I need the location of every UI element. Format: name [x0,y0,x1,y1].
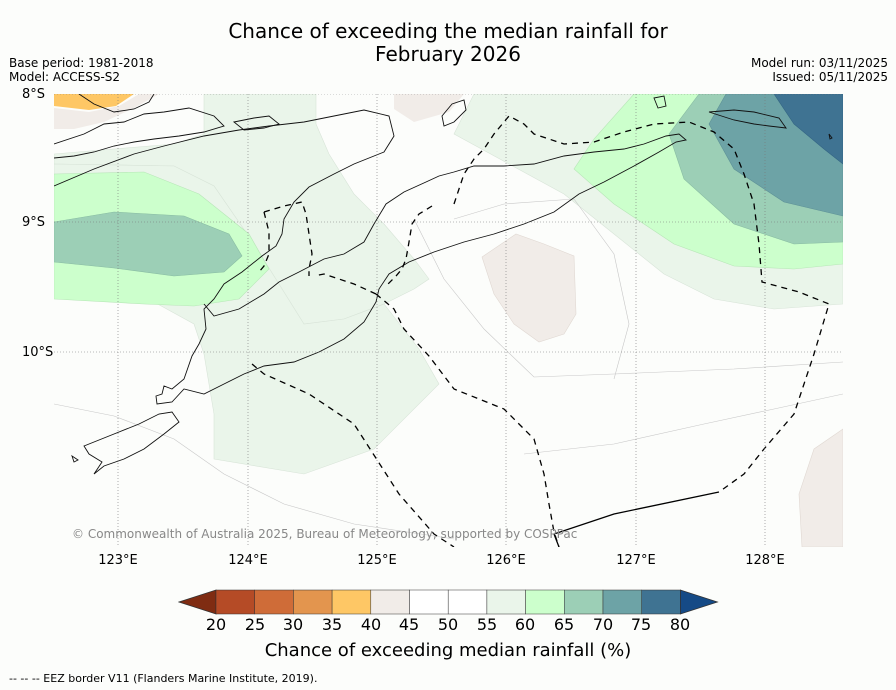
lat-label-8s: 8°S [22,87,46,102]
colorbar-tick: 35 [321,615,343,634]
lon-label-125e: 125°E [357,553,397,568]
eez-border [313,273,377,295]
colorbar [178,589,719,615]
zone-40-45 [54,94,159,129]
colorbar-arrow-low [178,589,217,615]
colorbar-segment [641,589,681,615]
colorbar-segment [254,589,294,615]
colorbar-tick: 40 [360,615,382,634]
zone-35-40 [54,94,134,110]
meta-left: Base period: 1981-2018 Model: ACCESS-S2 [9,56,154,84]
lon-label-123e: 123°E [98,553,138,568]
colorbar-tick: 55 [476,615,498,634]
colorbar-tick: 70 [592,615,614,634]
eez-footnote: -- -- -- EEZ border V11 (Flanders Marine… [9,672,318,685]
chart-title: Chance of exceeding the median rainfall … [0,20,896,66]
eez-border [258,211,270,273]
colorbar-arrow-high [679,589,719,615]
colorbar-tick: 80 [669,615,691,634]
issued-date: Issued: 05/11/2025 [772,70,888,84]
eez-border [385,205,433,287]
colorbar-tick: 75 [630,615,652,634]
base-period: Base period: 1981-2018 [9,56,154,70]
colorbar-segment [215,589,255,615]
eez-border [251,363,455,547]
colorbar-segment [602,589,642,615]
lon-label-126e: 126°E [486,553,526,568]
colorbar-segment [525,589,565,615]
colorbar-segment [409,589,449,615]
lon-label-124e: 124°E [228,553,268,568]
eez-border [375,293,560,547]
copyright-notice: © Commonwealth of Australia 2025, Bureau… [72,527,578,541]
zone-40-45 [481,233,577,343]
eez-border [453,115,830,493]
colorbar-segment [447,589,488,615]
eez-border [263,201,313,276]
colorbar-tick: 30 [282,615,304,634]
colorbar-tick: 50 [437,615,459,634]
title-line-1: Chance of exceeding the median rainfall … [228,19,668,43]
colorbar-tick: 60 [514,615,536,634]
lon-label-128e: 128°E [745,553,785,568]
meta-right: Model run: 03/11/2025 Issued: 05/11/2025 [751,56,888,84]
colorbar-tick: 45 [398,615,420,634]
rainfall-map [54,94,843,547]
zone-75-80 [773,94,843,165]
zone-65-70-west [54,211,243,277]
gridlines [54,94,843,547]
model-name: Model: ACCESS-S2 [9,70,121,84]
colorbar-label: Chance of exceeding median rainfall (%) [264,640,632,661]
title-line-2: February 2026 [375,42,521,66]
colorbar-segment [331,589,372,615]
colorbar-tick: 20 [205,615,227,634]
model-run: Model run: 03/11/2025 [750,56,888,70]
colorbar-segment [564,589,604,615]
zone-40-45 [394,94,464,122]
zone-40-45 [798,428,843,547]
lon-label-127e: 127°E [616,553,656,568]
colorbar-tick: 25 [244,615,266,634]
lat-label-9s: 9°S [22,215,46,230]
colorbar-tick: 65 [553,615,575,634]
eez-border [553,491,720,547]
coastlines [54,94,833,475]
lat-label-10s: 10°S [22,345,54,360]
colorbar-segment [370,589,410,615]
colorbar-segment [293,589,333,615]
colorbar-segment [486,589,526,615]
